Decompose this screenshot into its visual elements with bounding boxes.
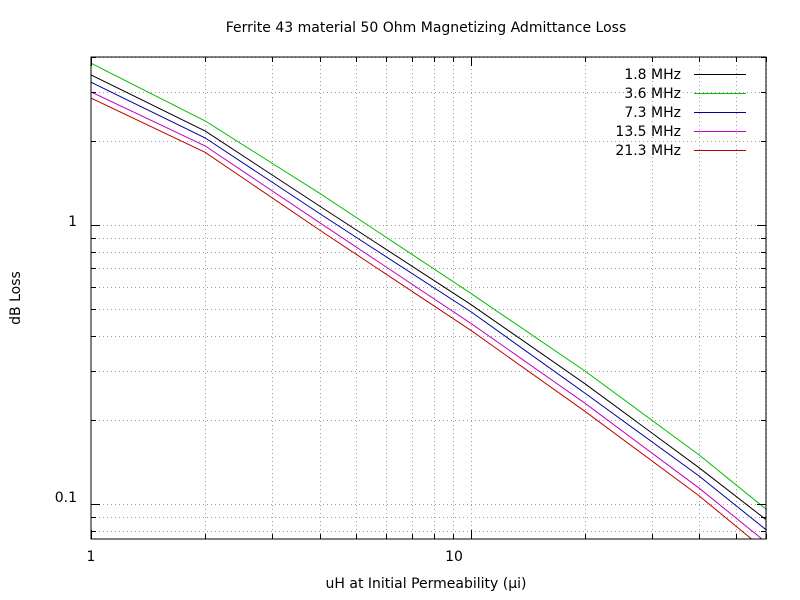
- series-line-4: [91, 91, 763, 539]
- legend-label: 7.3 MHz: [624, 105, 681, 121]
- series-lines: [91, 62, 766, 539]
- grid-lines: [91, 57, 767, 539]
- chart-title: Ferrite 43 material 50 Ohm Magnetizing A…: [226, 20, 627, 36]
- x-tick-label: 1: [87, 549, 96, 565]
- legend-label: 21.3 MHz: [615, 143, 681, 159]
- x-axis-label: uH at Initial Permeability (µi): [326, 576, 527, 592]
- legend-label: 3.6 MHz: [624, 86, 681, 102]
- y-axis-label: dB Loss: [8, 271, 24, 325]
- y-tick-label: 1: [68, 214, 77, 230]
- axis-ticks: [91, 57, 767, 539]
- plot-frame: [90, 56, 767, 540]
- series-line-5: [91, 97, 753, 539]
- legend-label: 1.8 MHz: [624, 67, 681, 83]
- series-line-2: [91, 62, 766, 510]
- series-line-1: [91, 74, 766, 520]
- y-tick-label: 0.1: [55, 490, 77, 506]
- series-line-3: [91, 81, 766, 531]
- legend-label: 13.5 MHz: [615, 124, 681, 140]
- x-tick-label: 10: [445, 549, 463, 565]
- legend: 1.8 MHz 3.6 MHz 7.3 MHz 13.5 MHz 21.3 MH…: [615, 67, 746, 159]
